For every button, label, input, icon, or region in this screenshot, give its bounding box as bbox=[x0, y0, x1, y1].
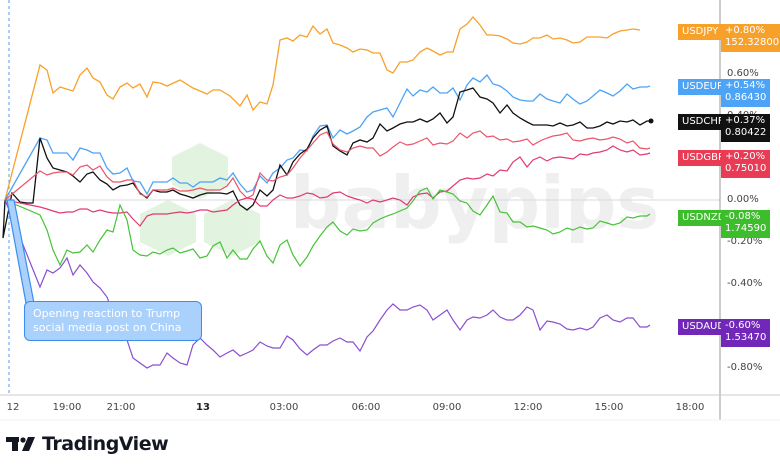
x-tick-1500: 15:00 bbox=[594, 402, 624, 413]
label-usdnzd-value: -0.08% 1.74590 bbox=[721, 210, 771, 238]
label-usdjpy-value: +0.80% 152.32800 bbox=[721, 24, 780, 52]
tradingview-logo-icon bbox=[6, 437, 35, 451]
label-usdgbp-value: +0.20% 0.75010 bbox=[721, 150, 771, 178]
usdchf-last-point bbox=[648, 118, 654, 124]
label-usdnzd-name: USDNZD bbox=[678, 210, 730, 226]
x-tick-1900: 19:00 bbox=[52, 402, 82, 413]
babypips-watermark-text: babypips bbox=[290, 161, 659, 245]
y-tick-neg-0.40: -0.40% bbox=[727, 278, 763, 289]
y-tick-neg-0.80: -0.80% bbox=[727, 362, 763, 373]
x-tick-1200: 12:00 bbox=[513, 402, 543, 413]
x-tick-2100: 21:00 bbox=[106, 402, 136, 413]
callout-pointer bbox=[6, 199, 35, 304]
label-usdgbp-name: USDGBP bbox=[678, 150, 729, 166]
x-tick-0300: 03:00 bbox=[269, 402, 299, 413]
label-usdchf-value: +0.37% 0.80422 bbox=[721, 114, 771, 142]
label-usdaud-value: -0.60% 1.53470 bbox=[721, 319, 771, 347]
x-tick-12: 12 bbox=[6, 402, 20, 413]
y-tick-neg-0.20: -0.20% bbox=[727, 236, 763, 247]
y-tick-0.60: 0.60% bbox=[727, 68, 759, 79]
tradingview-logo[interactable]: TradingView bbox=[6, 433, 169, 455]
series-pink-line[interactable] bbox=[4, 145, 651, 227]
series-usdaud-line[interactable] bbox=[4, 199, 651, 369]
label-usdeur-name: USDEUR bbox=[678, 79, 728, 95]
label-usdjpy-name: USDJPY bbox=[678, 24, 723, 40]
label-usdeur-value: +0.54% 0.86430 bbox=[721, 79, 771, 107]
tradingview-wordmark: TradingView bbox=[42, 433, 169, 455]
y-tick-0.00: 0.00% bbox=[727, 194, 759, 205]
series-usdchf-line[interactable] bbox=[2, 87, 650, 239]
series-usdnzd-line[interactable] bbox=[4, 187, 651, 268]
x-tick-1800: 18:00 bbox=[675, 402, 705, 413]
x-tick-0600: 06:00 bbox=[351, 402, 381, 413]
series-usdgbp-line[interactable] bbox=[4, 130, 651, 201]
label-usdaud-name: USDAUD bbox=[678, 319, 730, 335]
series-usdeur-line[interactable] bbox=[4, 73, 651, 201]
label-usdchf-name: USDCHF bbox=[678, 114, 728, 130]
x-tick-13: 13 bbox=[196, 402, 210, 413]
x-tick-0900: 09:00 bbox=[432, 402, 462, 413]
annotation-callout[interactable]: Opening reaction to Trump social media p… bbox=[24, 301, 202, 341]
series-usdjpy-line[interactable] bbox=[4, 16, 641, 201]
